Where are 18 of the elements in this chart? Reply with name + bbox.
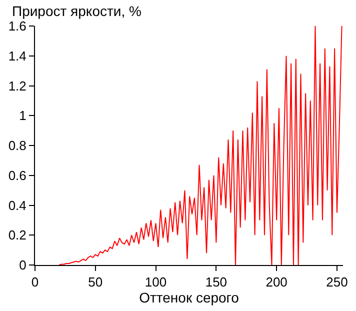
x-axis-title: Оттенок серого <box>139 290 240 306</box>
x-tick-label: 250 <box>326 274 348 290</box>
y-tick-label: 1.6 <box>8 18 26 34</box>
x-tick-label: 150 <box>205 274 228 290</box>
line-series <box>58 26 342 265</box>
x-tick-label: 0 <box>31 274 39 290</box>
y-tick-label: 1.4 <box>8 48 26 64</box>
y-tick-label: 0.6 <box>8 168 26 183</box>
y-axis-title: Прирост яркости, % <box>12 3 142 19</box>
x-tick-label: 200 <box>266 274 288 290</box>
y-tick-label: 1.2 <box>8 78 26 94</box>
y-tick-label: 0.8 <box>8 138 26 154</box>
y-tick-label: 1 <box>19 108 26 124</box>
x-tick-label: 50 <box>88 274 103 290</box>
x-tick-label: 100 <box>144 274 167 290</box>
y-tick-label: 0.4 <box>8 198 26 213</box>
y-tick-label: 0.2 <box>8 228 26 243</box>
y-tick-label: 0 <box>19 258 26 273</box>
